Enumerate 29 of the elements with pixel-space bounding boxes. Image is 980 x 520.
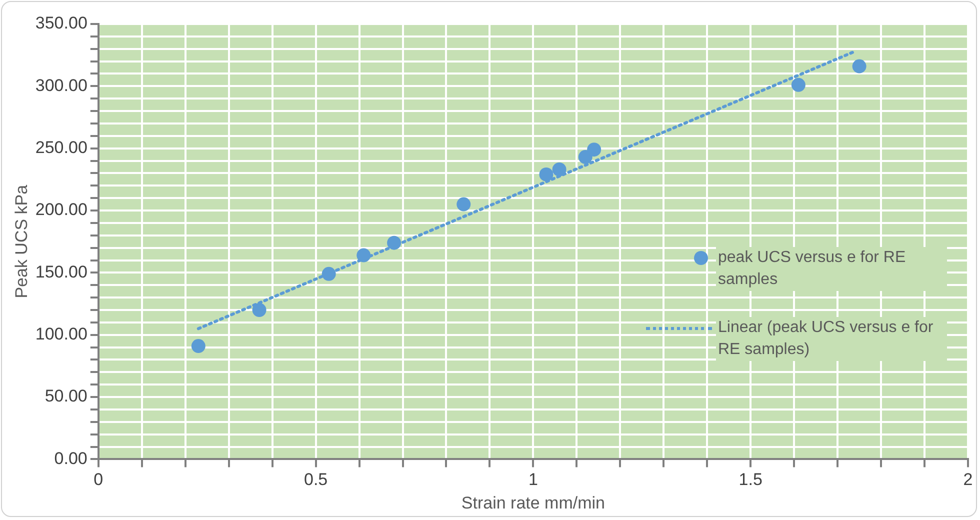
y-tick-label: 0.00 [54, 448, 88, 468]
y-tick-label: 250.00 [35, 138, 88, 158]
point [587, 142, 602, 157]
point [252, 302, 266, 317]
point [852, 59, 866, 74]
point [539, 167, 554, 182]
y-tick-label: 350.00 [35, 14, 88, 33]
x-tick-label: 1 [528, 470, 538, 490]
y-tick-label: 300.00 [35, 76, 88, 95]
point [791, 78, 806, 92]
point [456, 197, 471, 212]
x-tick-label: 1.5 [738, 470, 762, 490]
y-tick-label: 100.00 [35, 324, 88, 344]
legend-label: Linear (peak UCS versus e for RE samples) [716, 317, 947, 361]
y-tick-label: 200.00 [35, 200, 88, 220]
x-tick-label: 2 [963, 470, 973, 490]
point [356, 248, 371, 262]
x-axis-title: Strain rate mm/min [461, 493, 605, 512]
point [191, 339, 206, 354]
y-axis-title: Peak UCS kPa [12, 184, 31, 298]
point [387, 236, 402, 250]
y-tick-label: 50.00 [44, 386, 88, 406]
x-tick-label: 0 [94, 470, 104, 490]
x-tick-label: 0.5 [304, 470, 328, 490]
point [322, 266, 336, 281]
point [578, 150, 592, 164]
legend-label: peak UCS versus e for RE samples [716, 247, 947, 291]
point [552, 162, 566, 176]
y-tick-label: 150.00 [35, 262, 88, 282]
